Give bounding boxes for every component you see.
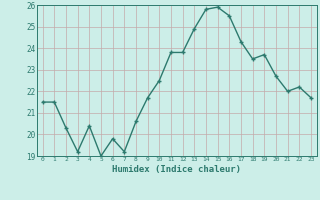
X-axis label: Humidex (Indice chaleur): Humidex (Indice chaleur) (112, 165, 241, 174)
